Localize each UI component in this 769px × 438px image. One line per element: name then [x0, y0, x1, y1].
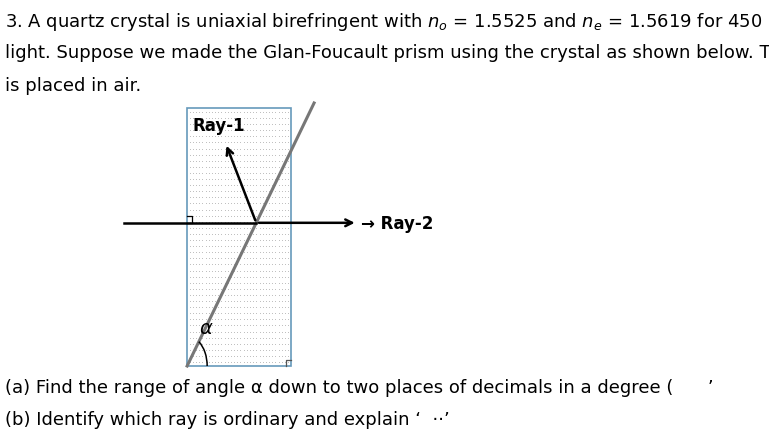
Text: (b) Identify which ray is ordinary and explain ‘  ··’: (b) Identify which ray is ordinary and e… [5, 410, 450, 428]
Text: 3. A quartz crystal is uniaxial birefringent with $n_o$ = 1.5525 and $n_e$ = 1.5: 3. A quartz crystal is uniaxial birefrin… [5, 11, 769, 33]
Text: → Ray-2: → Ray-2 [361, 214, 433, 232]
Text: is placed in air.: is placed in air. [5, 77, 141, 95]
Text: (a) Find the range of angle α down to two places of decimals in a degree (      : (a) Find the range of angle α down to tw… [5, 378, 714, 396]
Text: light. Suppose we made the Glan-Foucault prism using the crystal as shown below.: light. Suppose we made the Glan-Foucault… [5, 44, 769, 62]
Text: Ray-1: Ray-1 [192, 117, 245, 135]
Text: α: α [199, 319, 212, 338]
